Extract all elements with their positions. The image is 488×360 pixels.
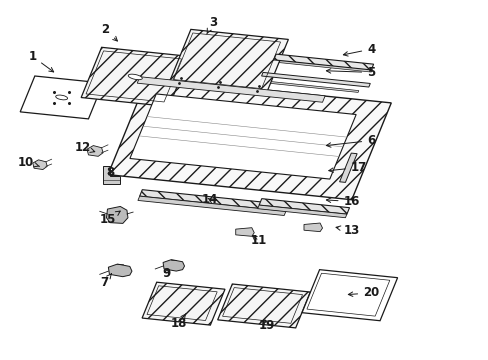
Polygon shape bbox=[20, 76, 103, 119]
Text: 2: 2 bbox=[102, 23, 117, 41]
Text: 3: 3 bbox=[206, 16, 216, 34]
Polygon shape bbox=[140, 190, 288, 211]
Polygon shape bbox=[339, 153, 356, 183]
Text: 17: 17 bbox=[328, 161, 366, 174]
Ellipse shape bbox=[56, 95, 67, 100]
Text: 14: 14 bbox=[202, 193, 218, 206]
Text: 7: 7 bbox=[101, 274, 111, 289]
Text: 20: 20 bbox=[347, 287, 379, 300]
Polygon shape bbox=[103, 166, 120, 184]
Polygon shape bbox=[257, 205, 346, 218]
Text: 5: 5 bbox=[325, 66, 375, 79]
Text: 1: 1 bbox=[28, 50, 54, 72]
Polygon shape bbox=[137, 77, 325, 102]
Text: 4: 4 bbox=[343, 42, 375, 56]
Polygon shape bbox=[273, 54, 373, 70]
Polygon shape bbox=[168, 30, 288, 93]
Polygon shape bbox=[273, 59, 372, 72]
Polygon shape bbox=[81, 47, 189, 107]
Polygon shape bbox=[217, 284, 310, 328]
Polygon shape bbox=[106, 206, 128, 224]
Polygon shape bbox=[235, 228, 254, 236]
Polygon shape bbox=[33, 160, 47, 170]
Text: 13: 13 bbox=[335, 224, 359, 237]
Text: 8: 8 bbox=[106, 166, 114, 179]
Polygon shape bbox=[261, 72, 369, 87]
Polygon shape bbox=[142, 282, 224, 325]
Text: 15: 15 bbox=[100, 211, 120, 226]
Text: 11: 11 bbox=[250, 234, 267, 247]
Text: 10: 10 bbox=[18, 156, 40, 168]
Polygon shape bbox=[138, 196, 285, 216]
Text: 16: 16 bbox=[325, 195, 359, 208]
Text: 12: 12 bbox=[74, 141, 95, 154]
Polygon shape bbox=[261, 81, 358, 93]
Polygon shape bbox=[304, 223, 322, 231]
Polygon shape bbox=[87, 145, 103, 156]
Text: 19: 19 bbox=[258, 319, 274, 332]
Polygon shape bbox=[306, 273, 389, 316]
Ellipse shape bbox=[128, 74, 142, 80]
Text: 9: 9 bbox=[162, 267, 170, 280]
Polygon shape bbox=[130, 94, 355, 179]
Polygon shape bbox=[108, 78, 390, 200]
Polygon shape bbox=[163, 260, 184, 271]
Polygon shape bbox=[108, 264, 132, 277]
Polygon shape bbox=[259, 199, 349, 214]
Text: 18: 18 bbox=[170, 314, 186, 330]
Text: 6: 6 bbox=[325, 134, 375, 147]
Polygon shape bbox=[302, 270, 397, 321]
